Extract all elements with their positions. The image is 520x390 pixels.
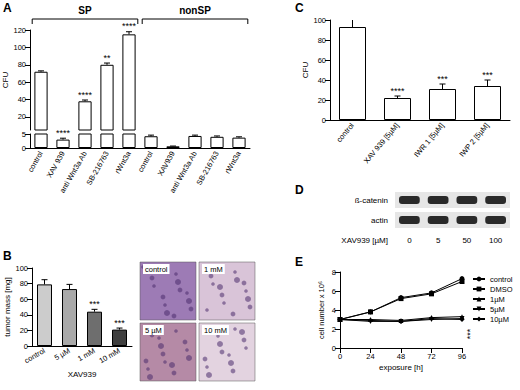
svg-text:control: control	[26, 149, 45, 173]
svg-text:****: ****	[122, 21, 137, 31]
svg-text:XAV939 [µM]: XAV939 [µM]	[341, 236, 388, 245]
svg-text:5: 5	[436, 236, 441, 245]
svg-text:***: ***	[89, 299, 100, 309]
svg-text:5 µM: 5 µM	[53, 346, 72, 362]
svg-text:0: 0	[22, 144, 26, 153]
svg-text:control: control	[23, 346, 47, 365]
svg-text:***: ***	[465, 328, 475, 339]
svg-text:6: 6	[332, 287, 336, 296]
svg-text:48: 48	[397, 352, 405, 361]
svg-text:10 mM: 10 mM	[204, 326, 227, 335]
svg-text:1 mM: 1 mM	[76, 346, 97, 363]
svg-text:20: 20	[318, 96, 326, 105]
svg-text:E: E	[295, 255, 303, 269]
svg-text:****: ****	[56, 128, 71, 138]
svg-text:60: 60	[18, 78, 26, 87]
svg-text:C: C	[295, 1, 304, 15]
svg-text:SB-216763: SB-216763	[194, 150, 221, 187]
svg-text:control: control	[145, 265, 168, 274]
svg-text:anti Wnt3a Ab: anti Wnt3a Ab	[58, 150, 89, 195]
svg-text:***: ***	[482, 70, 493, 80]
svg-text:control: control	[136, 149, 155, 173]
svg-text:rWnt3a: rWnt3a	[223, 149, 243, 175]
svg-text:1 mM: 1 mM	[204, 265, 223, 274]
svg-text:100: 100	[15, 264, 28, 273]
svg-text:5: 5	[22, 130, 26, 139]
svg-text:CFU: CFU	[1, 72, 10, 89]
svg-text:anti Wnt3a Ab: anti Wnt3a Ab	[168, 150, 199, 195]
svg-text:XAV939: XAV939	[156, 150, 177, 178]
svg-text:DMSO: DMSO	[490, 285, 513, 294]
svg-text:10 mM: 10 mM	[97, 346, 121, 365]
svg-text:****: ****	[390, 86, 405, 96]
svg-text:IWR 1 [5µM]: IWR 1 [5µM]	[412, 121, 446, 159]
svg-text:120: 120	[13, 26, 26, 35]
svg-text:80: 80	[18, 60, 26, 69]
svg-text:40: 40	[20, 310, 28, 319]
svg-text:exposure [h]: exposure [h]	[379, 363, 423, 372]
svg-text:actin: actin	[371, 216, 388, 225]
svg-text:0: 0	[338, 352, 342, 361]
svg-text:***: ***	[114, 318, 125, 328]
svg-text:0: 0	[24, 342, 28, 351]
svg-text:60: 60	[20, 295, 28, 304]
svg-text:20: 20	[18, 112, 26, 121]
svg-text:ß-catenin: ß-catenin	[355, 196, 388, 205]
svg-text:4: 4	[332, 306, 336, 315]
svg-text:***: ***	[437, 74, 448, 84]
svg-text:40: 40	[18, 95, 26, 104]
svg-text:XAV 939 [5µM]: XAV 939 [5µM]	[362, 121, 401, 165]
svg-text:nonSP: nonSP	[179, 5, 211, 16]
svg-text:B: B	[3, 249, 12, 263]
svg-text:tumor mass [mg]: tumor mass [mg]	[3, 277, 12, 337]
svg-text:0: 0	[322, 116, 326, 125]
svg-text:60: 60	[318, 56, 326, 65]
svg-text:96: 96	[458, 352, 466, 361]
svg-text:8: 8	[332, 268, 336, 277]
svg-text:80: 80	[20, 279, 28, 288]
svg-text:XAV 939: XAV 939	[45, 150, 67, 180]
svg-text:IWP 2 [5µM]: IWP 2 [5µM]	[458, 121, 491, 158]
svg-text:20: 20	[20, 326, 28, 335]
svg-text:0: 0	[332, 344, 336, 353]
svg-text:1µM: 1µM	[490, 295, 505, 304]
svg-text:rWnt3a: rWnt3a	[113, 149, 133, 175]
svg-text:**: **	[103, 53, 111, 63]
svg-text:50: 50	[462, 236, 471, 245]
svg-text:5µM: 5µM	[490, 305, 505, 314]
svg-text:D: D	[295, 183, 304, 197]
svg-text:control: control	[335, 121, 357, 144]
svg-text:40: 40	[318, 76, 326, 85]
svg-text:72: 72	[427, 352, 435, 361]
svg-text:CFU: CFU	[301, 62, 310, 79]
svg-text:control: control	[490, 275, 513, 284]
svg-text:SB-216763: SB-216763	[84, 150, 111, 187]
svg-text:SP: SP	[78, 5, 92, 16]
svg-text:24: 24	[366, 352, 374, 361]
svg-text:XAV939: XAV939	[68, 370, 97, 379]
svg-text:100: 100	[313, 16, 326, 25]
svg-text:A: A	[3, 1, 12, 15]
svg-text:10µM: 10µM	[490, 315, 509, 324]
svg-text:2: 2	[332, 325, 336, 334]
svg-text:100: 100	[489, 236, 503, 245]
svg-text:****: ****	[78, 90, 93, 100]
svg-text:5 µM: 5 µM	[145, 326, 162, 335]
svg-text:100: 100	[13, 43, 26, 52]
svg-text:cell number x 10⁶: cell number x 10⁶	[317, 281, 326, 339]
svg-text:80: 80	[318, 36, 326, 45]
svg-text:0: 0	[407, 236, 412, 245]
